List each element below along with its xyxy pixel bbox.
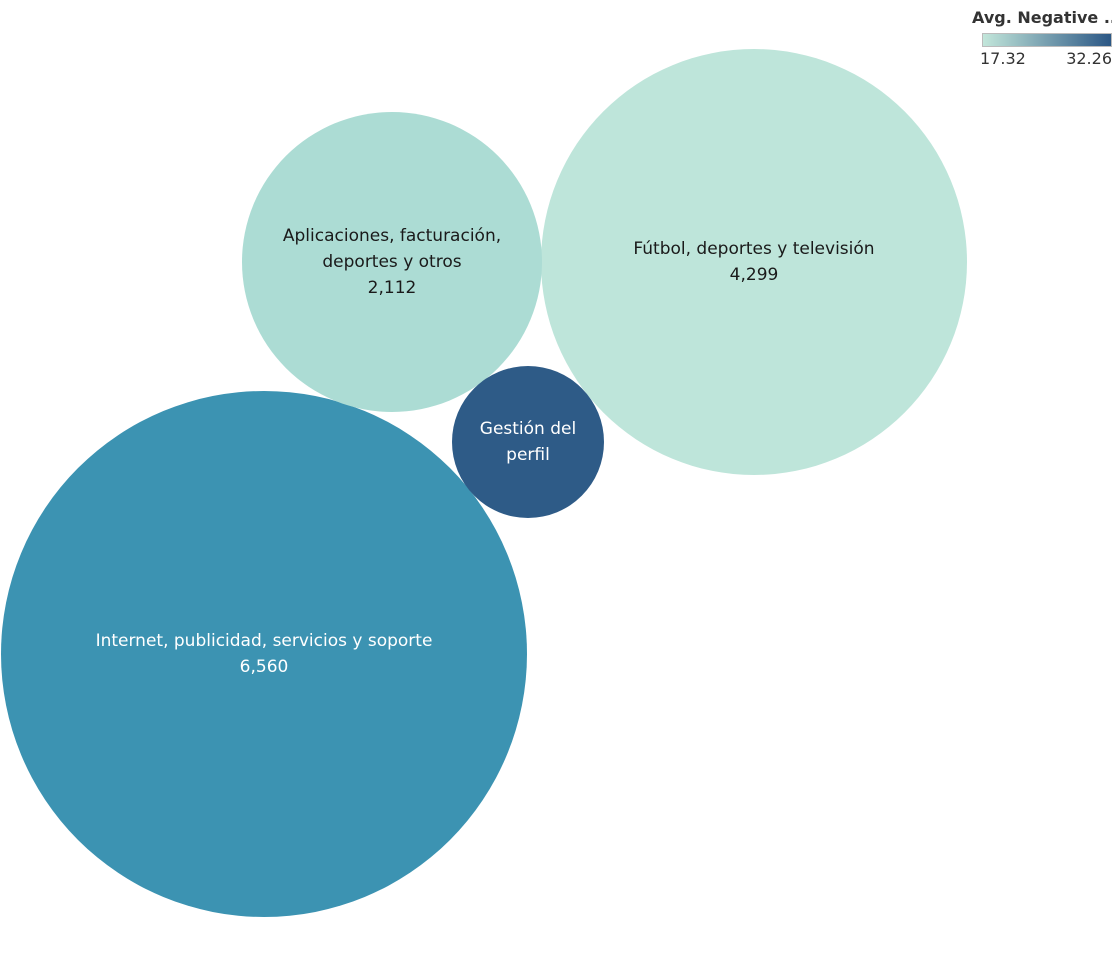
- bubble[interactable]: [242, 112, 542, 412]
- legend-min-label: 17.32: [980, 49, 1026, 68]
- bubble-group: Aplicaciones, facturación, deportes y otr…: [242, 112, 542, 412]
- bubble-value-label: 4,299: [730, 265, 779, 285]
- bubble-group: Fútbol, deportes y televisión 4,299: [541, 49, 967, 475]
- color-legend: Avg. Negative .. 17.32 32.26: [972, 8, 1112, 68]
- legend-title: Avg. Negative ..: [972, 8, 1112, 27]
- bubble-name-label: Internet, publicidad, servicios y soport…: [96, 631, 433, 651]
- legend-ticks: 17.32 32.26: [980, 49, 1112, 68]
- bubble-group: Internet, publicidad, servicios y soport…: [1, 391, 527, 917]
- bubble[interactable]: [452, 366, 604, 518]
- bubble-name-label: deportes y otros: [322, 252, 461, 272]
- bubble[interactable]: [1, 391, 527, 917]
- bubble-group: Gestión del perfil: [452, 366, 604, 518]
- bubble-name-label: Fútbol, deportes y televisión: [633, 239, 874, 259]
- legend-gradient-bar: [982, 33, 1112, 47]
- bubble-value-label: 2,112: [368, 278, 417, 298]
- bubble-value-label: 6,560: [240, 657, 289, 677]
- bubble-name-label: Aplicaciones, facturación,: [283, 226, 501, 246]
- bubble-name-label: Gestión del: [480, 419, 576, 439]
- bubble[interactable]: [541, 49, 967, 475]
- legend-max-label: 32.26: [1066, 49, 1112, 68]
- bubble-name-label: perfil: [506, 445, 550, 465]
